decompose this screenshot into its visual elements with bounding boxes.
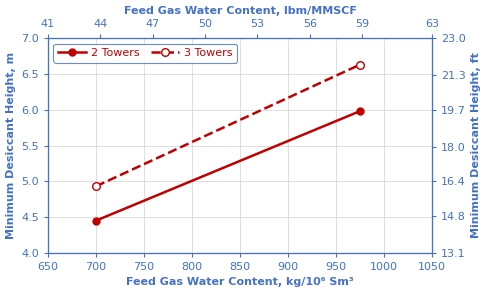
X-axis label: Feed Gas Water Content, lbm/MMSCF: Feed Gas Water Content, lbm/MMSCF — [124, 6, 356, 16]
2 Towers — [93, 219, 99, 222]
X-axis label: Feed Gas Water Content, kg/10⁶ Sm³: Feed Gas Water Content, kg/10⁶ Sm³ — [126, 277, 354, 287]
Line: 3 Towers: 3 Towers — [92, 61, 364, 190]
2 Towers — [357, 109, 363, 113]
3 Towers — [93, 185, 99, 188]
Legend: 2 Towers, 3 Towers: 2 Towers, 3 Towers — [54, 44, 237, 63]
Line: 2 Towers: 2 Towers — [93, 108, 363, 224]
Y-axis label: Minimum Desiccant Height, ft: Minimum Desiccant Height, ft — [471, 52, 482, 239]
Y-axis label: Minimum Desiccant Height, m: Minimum Desiccant Height, m — [5, 52, 16, 239]
3 Towers — [357, 63, 363, 67]
